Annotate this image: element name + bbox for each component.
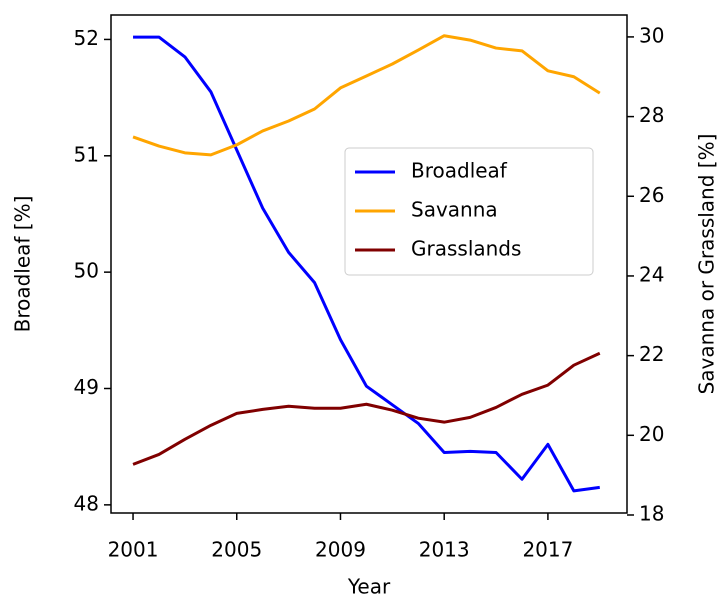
- legend-label: Broadleaf: [411, 159, 508, 183]
- legend-label: Grasslands: [411, 237, 521, 261]
- x-tick-label: 2005: [211, 538, 262, 562]
- y2-tick-label: 26: [639, 183, 664, 207]
- x-tick-label: 2013: [419, 538, 470, 562]
- y-tick-label: 48: [74, 491, 99, 515]
- y2-tick-label: 18: [639, 501, 664, 525]
- line-series: [133, 35, 600, 493]
- y2-tick-label: 24: [639, 262, 664, 286]
- x-tick-label: 2017: [522, 538, 573, 562]
- line-series: [132, 34, 601, 157]
- y-axis-label: Broadleaf [%]: [11, 196, 35, 333]
- y2-tick-label: 22: [639, 342, 664, 366]
- x-tick-label: 2009: [315, 538, 366, 562]
- y-tick-label: 49: [74, 375, 99, 399]
- line-series: [132, 351, 601, 466]
- y-tick-label: 52: [74, 26, 99, 50]
- y-tick-label: 50: [74, 259, 99, 283]
- y2-tick-label: 28: [639, 103, 664, 127]
- x-tick-label: 2001: [108, 538, 159, 562]
- y-tick-label: 51: [74, 142, 99, 166]
- y2-tick-label: 20: [639, 422, 664, 446]
- y2-axis-label: Savanna or Grassland [%]: [695, 134, 719, 395]
- legend-label: Savanna: [411, 198, 498, 222]
- legend-box: [344, 147, 594, 276]
- plot-frame: [110, 14, 628, 514]
- y2-tick-label: 30: [639, 23, 664, 47]
- x-axis-label: Year: [347, 575, 391, 599]
